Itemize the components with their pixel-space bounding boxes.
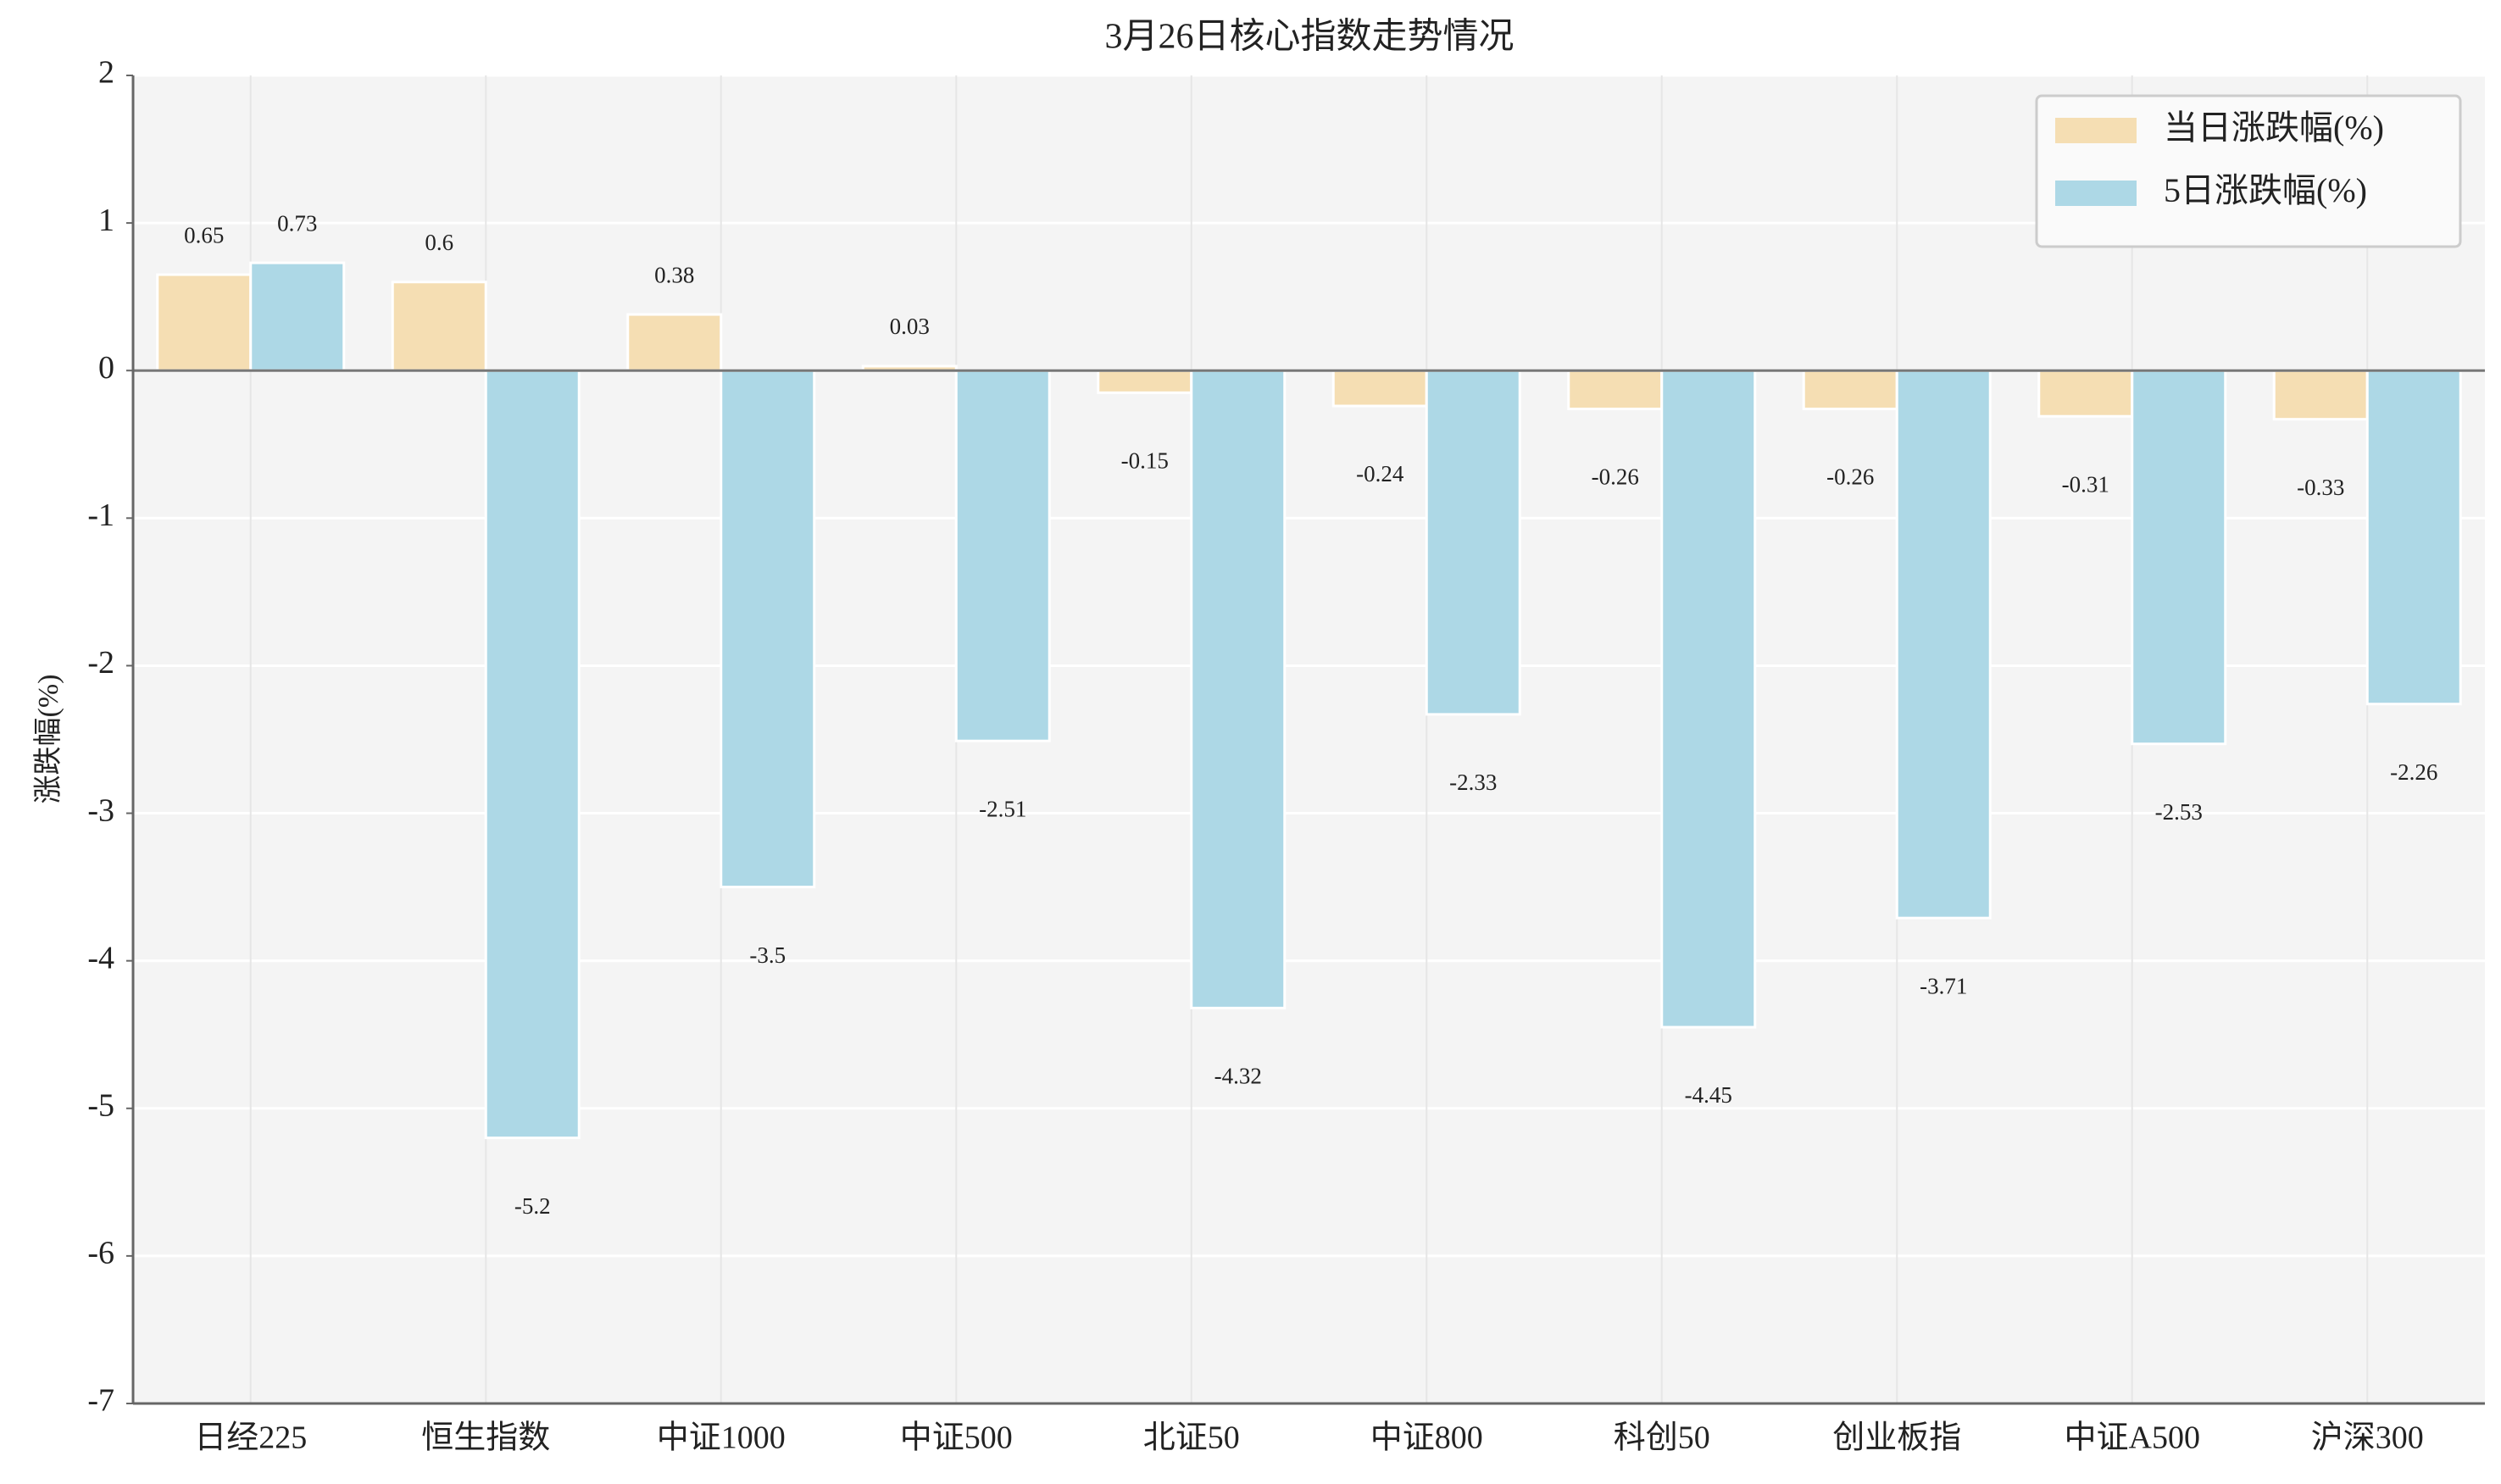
x-tick-label: 沪深300 — [2311, 1420, 2424, 1456]
x-tick-label: 中证500 — [900, 1420, 1013, 1456]
data-label: -0.15 — [1121, 448, 1169, 474]
x-tick-label: 中证A500 — [2065, 1420, 2200, 1456]
data-label: -2.51 — [979, 796, 1026, 821]
legend-box — [2035, 94, 2462, 248]
data-label: -0.26 — [1592, 464, 1639, 490]
bar — [484, 369, 581, 1140]
y-tick-label: -6 — [87, 1236, 114, 1271]
bar — [1895, 369, 1992, 920]
chart-title: 3月26日核心指数走势情况 — [1104, 18, 1514, 57]
bar — [156, 273, 253, 372]
y-tick-label: 0 — [98, 350, 114, 386]
bar — [1425, 369, 1521, 716]
bar — [1660, 369, 1757, 1029]
bar — [391, 281, 487, 372]
bar — [1331, 369, 1428, 408]
bar — [1802, 369, 1898, 410]
data-label: 0.73 — [277, 210, 317, 236]
x-tick-label: 北证50 — [1143, 1420, 1240, 1456]
bar — [1190, 369, 1287, 1009]
data-label: -0.33 — [2297, 475, 2344, 500]
data-label: -0.31 — [2062, 471, 2109, 497]
y-tick-label: -2 — [87, 645, 114, 681]
x-tick-label: 日经225 — [194, 1420, 307, 1456]
x-tick-label: 科创50 — [1614, 1420, 1710, 1456]
x-tick-label: 创业板指 — [1832, 1420, 1961, 1456]
data-label: 0.38 — [654, 262, 694, 287]
data-label: -2.53 — [2155, 799, 2203, 825]
data-label: 0.03 — [890, 314, 930, 339]
y-tick-label: -5 — [87, 1087, 114, 1123]
data-label: -2.33 — [1449, 770, 1497, 795]
bar — [2131, 369, 2227, 746]
data-label: -4.32 — [1214, 1064, 1262, 1089]
x-tick-label: 中证1000 — [657, 1420, 786, 1456]
bar — [626, 313, 723, 372]
y-tick-label: 1 — [98, 203, 114, 238]
legend-label: 当日涨跌幅(%) — [2164, 108, 2384, 147]
legend-swatch — [2055, 118, 2137, 143]
y-tick-label: -3 — [87, 792, 114, 828]
data-label: 0.6 — [425, 230, 453, 255]
y-tick-label: -4 — [87, 940, 114, 975]
legend-swatch — [2055, 181, 2137, 206]
bar — [2037, 369, 2134, 418]
data-label: -0.26 — [1826, 464, 1874, 490]
y-tick-label: -1 — [87, 497, 114, 533]
data-label: -3.71 — [1920, 973, 1967, 998]
legend-label: 5日涨跌幅(%) — [2164, 171, 2367, 209]
x-tick-label: 中证800 — [1370, 1420, 1483, 1456]
bar — [249, 261, 346, 372]
bar — [2365, 369, 2462, 706]
bar — [720, 369, 816, 889]
data-label: 0.65 — [184, 222, 224, 247]
bar — [2272, 369, 2369, 421]
data-label: -0.24 — [1356, 461, 1404, 486]
data-label: -4.45 — [1685, 1082, 1732, 1108]
data-label: -2.26 — [2390, 759, 2437, 785]
data-label: -3.5 — [749, 942, 786, 968]
bar — [1567, 369, 1664, 410]
y-tick-label: -7 — [87, 1383, 114, 1419]
y-axis-label: 涨跌幅(%) — [32, 675, 64, 804]
bar — [954, 369, 1051, 742]
bar — [1097, 369, 1193, 394]
y-tick-label: 2 — [98, 55, 114, 91]
x-tick-label: 恒生指数 — [421, 1420, 550, 1456]
data-label: -5.2 — [514, 1193, 551, 1219]
